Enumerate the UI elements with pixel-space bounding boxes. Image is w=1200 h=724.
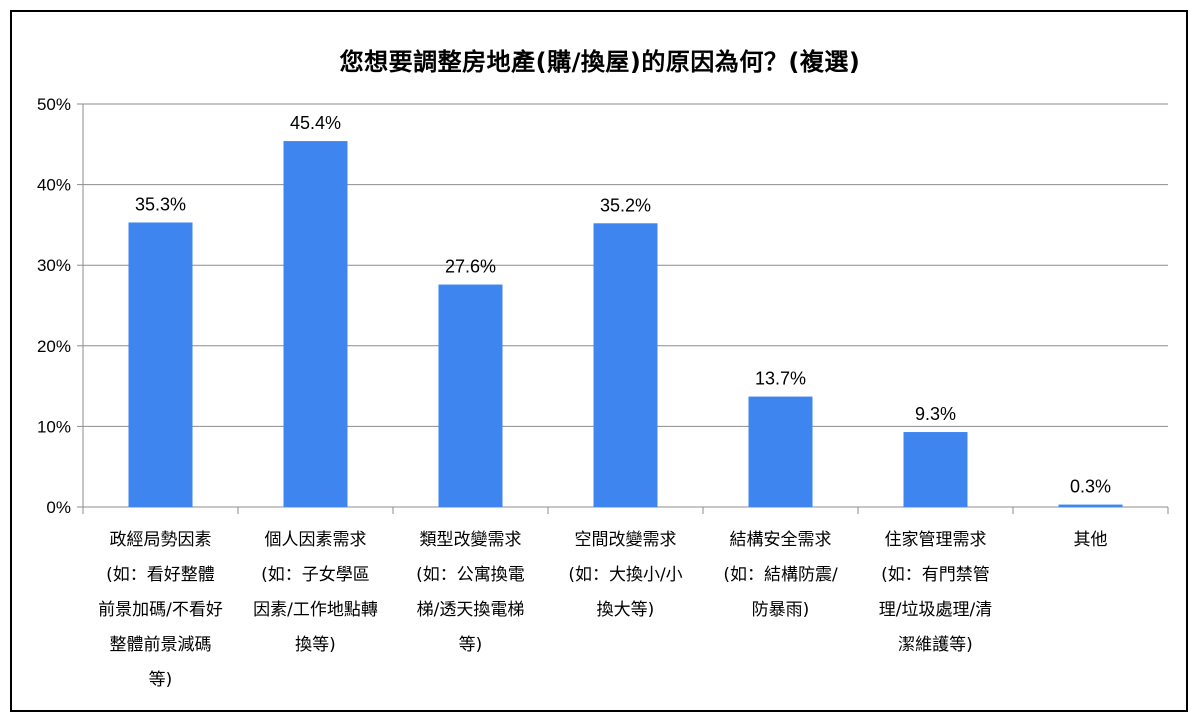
bar bbox=[128, 222, 193, 507]
bar bbox=[438, 284, 503, 507]
category-label-line: 個人因素需求 bbox=[265, 530, 367, 550]
category-label-line: (如：有門禁管 bbox=[881, 565, 990, 585]
y-tick-label: 50% bbox=[37, 95, 71, 114]
chart-title: 您想要調整房地產(購/換屋)的原因為何？(複選) bbox=[339, 48, 861, 76]
data-label: 9.3% bbox=[915, 404, 956, 424]
category-label: 政經局勢因素 (如：看好整體前景加碼/不看好整體前景減碼等) bbox=[98, 530, 223, 690]
y-tick-label: 10% bbox=[37, 417, 71, 436]
category-label-line: 政經局勢因素 bbox=[110, 530, 212, 550]
y-tick-label: 40% bbox=[37, 176, 71, 195]
category-label-line: 等) bbox=[149, 670, 173, 690]
y-tick-labels: 0% 10% 20% 30% 40% 50% bbox=[37, 95, 71, 517]
category-label-line: (如：子女學區 bbox=[261, 565, 370, 585]
data-label: 0.3% bbox=[1070, 477, 1111, 497]
category-label-line: 類型改變需求 bbox=[420, 530, 522, 550]
bar bbox=[283, 141, 348, 508]
bars bbox=[128, 141, 1123, 508]
category-label-line: (如：大換小/小 bbox=[568, 565, 682, 585]
category-label-line: 整體前景減碼 bbox=[110, 635, 212, 655]
category-label: 個人因素需求 (如：子女學區因素/工作地點轉換等) bbox=[253, 530, 378, 655]
category-label-line: 潔維護等) bbox=[898, 635, 973, 655]
data-label: 45.4% bbox=[290, 113, 341, 133]
category-label-line: (如：看好整體 bbox=[106, 565, 215, 585]
category-label-line: (如：公寓換電 bbox=[416, 565, 525, 585]
category-labels: 政經局勢因素(如：看好整體前景加碼/不看好整體前景減碼等)個人因素需求(如：子女… bbox=[98, 530, 1107, 690]
y-tick-label: 30% bbox=[37, 256, 71, 275]
y-tick-label: 20% bbox=[37, 337, 71, 356]
category-label-line: 等) bbox=[459, 635, 483, 655]
category-label-line: 換等) bbox=[295, 635, 336, 655]
category-label-line: 空間改變需求 bbox=[575, 530, 677, 550]
bar bbox=[748, 396, 813, 507]
data-label: 27.6% bbox=[445, 257, 496, 277]
category-label: 空間改變需求 (如：大換小/小換大等) bbox=[568, 530, 682, 620]
category-label-line: 梯/透天換電梯 bbox=[417, 600, 525, 620]
category-label-line: 防暴雨) bbox=[752, 600, 810, 620]
category-label-line: 理/垃圾處理/清 bbox=[879, 600, 992, 620]
category-label-line: 換大等) bbox=[597, 600, 655, 620]
data-label: 13.7% bbox=[755, 369, 806, 389]
category-label: 類型改變需求 (如：公寓換電梯/透天換電梯等) bbox=[416, 530, 525, 655]
category-label: 其他 bbox=[1074, 530, 1108, 550]
bar bbox=[903, 432, 968, 507]
bar bbox=[1058, 504, 1123, 507]
category-label-line: 其他 bbox=[1074, 530, 1108, 550]
category-label-line: 結構安全需求 bbox=[730, 530, 832, 550]
category-label-line: (如：結構防震/ bbox=[723, 565, 838, 585]
category-label-line: 因素/工作地點轉 bbox=[253, 600, 378, 620]
y-tick-label: 0% bbox=[46, 498, 71, 517]
category-label-line: 住家管理需求 bbox=[885, 530, 987, 550]
data-label: 35.2% bbox=[600, 195, 651, 215]
data-labels: 35.3% 45.4% 27.6% 35.2% 13.7% 9.3% 0.3% bbox=[135, 113, 1111, 497]
data-label: 35.3% bbox=[135, 194, 186, 214]
category-label: 住家管理需求 (如：有門禁管理/垃圾處理/清潔維護等) bbox=[879, 530, 992, 655]
bar bbox=[593, 223, 658, 507]
category-label-line: 前景加碼/不看好 bbox=[98, 600, 223, 620]
category-label: 結構安全需求 (如：結構防震/防暴雨) bbox=[723, 530, 838, 620]
